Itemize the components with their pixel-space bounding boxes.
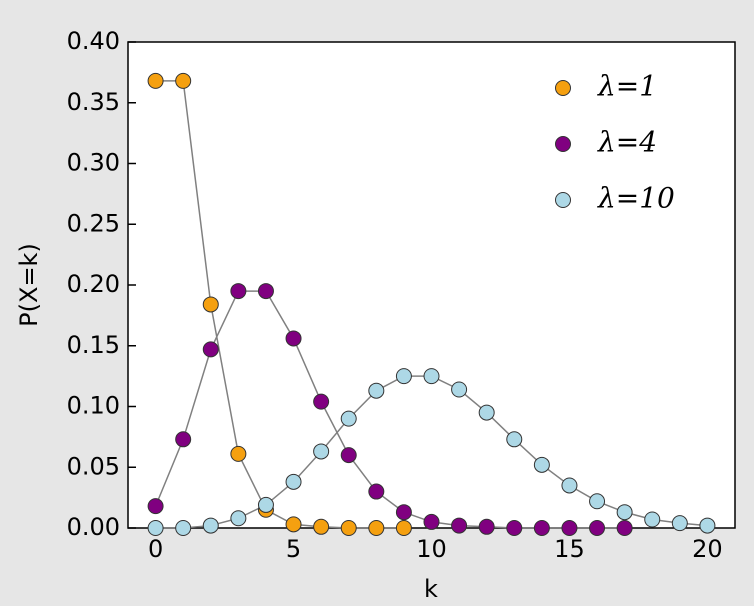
data-point <box>451 517 468 534</box>
data-point <box>175 431 192 448</box>
data-point <box>285 473 302 490</box>
data-point <box>478 518 495 535</box>
plot-area <box>127 41 736 529</box>
data-point <box>395 504 412 521</box>
data-point <box>533 520 550 536</box>
data-point <box>147 72 164 89</box>
data-point <box>395 520 412 536</box>
data-point <box>589 520 606 536</box>
y-tick-label: 0.10 <box>67 392 120 420</box>
data-point <box>340 447 357 464</box>
y-tick-label: 0.40 <box>67 27 120 55</box>
data-point <box>230 445 247 462</box>
x-tick-label: 10 <box>416 535 447 563</box>
y-tick-label: 0.00 <box>67 513 120 541</box>
data-point <box>230 283 247 300</box>
series-line <box>155 80 404 529</box>
data-point <box>506 431 523 448</box>
legend-marker <box>555 136 571 152</box>
data-point <box>616 520 633 536</box>
x-tick-label: 5 <box>286 535 301 563</box>
legend-label: λ=4 <box>597 126 657 159</box>
data-point <box>368 520 385 536</box>
legend-marker <box>555 192 571 208</box>
data-point <box>423 513 440 530</box>
data-point <box>506 520 523 536</box>
data-point <box>257 496 274 513</box>
y-tick-label: 0.15 <box>67 331 120 359</box>
data-point <box>589 493 606 510</box>
data-point <box>533 456 550 473</box>
data-point <box>340 520 357 536</box>
data-point <box>671 515 688 532</box>
data-point <box>699 517 716 534</box>
x-tick-label: 0 <box>148 535 163 563</box>
data-point <box>478 404 495 421</box>
data-point <box>147 520 164 536</box>
data-point <box>423 368 440 385</box>
data-point <box>202 341 219 358</box>
data-point <box>368 483 385 500</box>
data-point <box>202 517 219 534</box>
data-point <box>285 330 302 347</box>
data-point <box>561 477 578 494</box>
data-point <box>395 368 412 385</box>
data-point <box>644 511 661 528</box>
y-tick-label: 0.25 <box>67 209 120 237</box>
y-tick-label: 0.35 <box>67 88 120 116</box>
data-point <box>175 520 192 536</box>
data-point <box>561 520 578 536</box>
y-tick-label: 0.20 <box>67 270 120 298</box>
data-point <box>230 510 247 527</box>
data-point <box>285 516 302 533</box>
legend-label: λ=10 <box>597 182 675 215</box>
data-point <box>368 382 385 399</box>
data-point <box>313 443 330 460</box>
data-point <box>202 296 219 313</box>
y-tick-label: 0.05 <box>67 452 120 480</box>
y-tick-label: 0.30 <box>67 149 120 177</box>
data-point <box>147 498 164 515</box>
x-axis-label: k <box>424 575 438 603</box>
data-point <box>175 72 192 89</box>
x-tick-label: 20 <box>692 535 723 563</box>
x-tick-label: 15 <box>554 535 585 563</box>
data-point <box>257 283 274 300</box>
data-point <box>313 393 330 410</box>
data-point <box>340 410 357 427</box>
data-point <box>313 518 330 535</box>
legend-label: λ=1 <box>597 70 657 103</box>
y-axis-label: P(X=k) <box>15 243 43 327</box>
legend-marker <box>555 80 571 96</box>
data-point <box>451 381 468 398</box>
data-point <box>616 504 633 521</box>
